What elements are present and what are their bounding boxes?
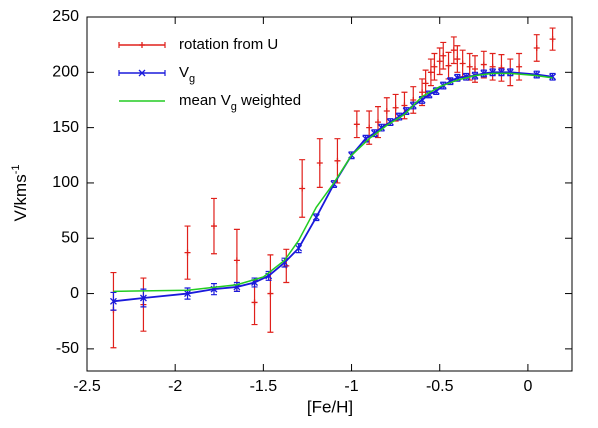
point <box>295 244 303 252</box>
plot-frame <box>86 16 573 372</box>
x-tick-label: -1.5 <box>250 378 278 395</box>
point <box>184 290 191 298</box>
point <box>251 299 258 306</box>
x-tick-label: -0.5 <box>426 378 454 395</box>
text-part: mean V <box>179 92 231 109</box>
point <box>378 124 385 132</box>
point <box>371 129 378 137</box>
y-tick-label: 200 <box>52 64 79 81</box>
x-tick-label: -2 <box>168 378 182 395</box>
point <box>425 90 433 98</box>
point <box>436 58 443 65</box>
legend-cap <box>118 70 166 76</box>
point <box>138 69 146 77</box>
point <box>427 69 434 76</box>
legend-label: Vg <box>179 64 195 85</box>
point <box>480 61 487 68</box>
text-part: -1 <box>10 164 22 174</box>
point <box>549 73 557 81</box>
point <box>281 259 288 267</box>
y-tick-label: -50 <box>56 340 79 357</box>
point <box>497 68 505 76</box>
y-tick-label: 250 <box>52 8 79 25</box>
point <box>549 36 556 43</box>
point <box>184 249 191 256</box>
point <box>419 89 426 96</box>
y-axis-label: V/kms-1 <box>10 164 31 221</box>
text-part: weighted <box>237 92 301 109</box>
point <box>210 223 217 230</box>
y-tick-label: 150 <box>52 119 79 136</box>
x-tick-label: 0 <box>523 378 532 395</box>
point <box>233 257 240 264</box>
point <box>267 290 274 297</box>
point <box>445 62 452 69</box>
legend-cap <box>118 42 166 48</box>
text-part: g <box>189 73 195 85</box>
point <box>109 297 117 305</box>
point <box>459 60 466 67</box>
x-tick-label: -2.5 <box>73 378 101 395</box>
y-tick-label: 50 <box>61 229 79 246</box>
y-tick-label: 0 <box>70 285 79 302</box>
text-part: V <box>179 64 189 81</box>
point <box>334 157 341 164</box>
point <box>422 80 429 87</box>
text-part: V/kms <box>11 174 30 221</box>
y-tick-label: 100 <box>52 174 79 191</box>
point <box>353 121 360 128</box>
legend-label: mean Vg weighted <box>179 92 301 113</box>
series-line <box>113 72 553 293</box>
point <box>533 44 540 51</box>
point <box>516 63 523 70</box>
point <box>440 52 447 59</box>
point <box>450 47 457 54</box>
point <box>312 213 320 221</box>
point <box>431 63 438 70</box>
point <box>139 294 147 302</box>
point <box>383 108 390 115</box>
point <box>402 107 410 115</box>
x-tick-label: -1 <box>344 378 358 395</box>
legend-label: rotation from U <box>179 36 278 53</box>
point <box>366 124 373 131</box>
text-part: g <box>231 101 237 113</box>
point <box>466 63 473 70</box>
point <box>392 104 399 111</box>
x-axis-label: [Fe/H] <box>307 397 353 416</box>
point <box>139 42 145 48</box>
text-part: rotation from U <box>179 36 278 53</box>
point <box>472 65 478 72</box>
point <box>299 185 306 192</box>
point <box>375 119 381 126</box>
point <box>316 160 323 167</box>
point <box>454 56 461 63</box>
